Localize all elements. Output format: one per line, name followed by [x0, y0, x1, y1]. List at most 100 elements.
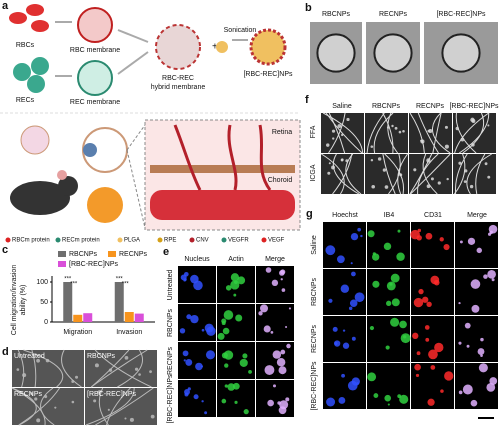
np: [373, 33, 413, 73]
blob: [471, 304, 480, 313]
vessel: [458, 112, 490, 154]
image-tile: [217, 266, 255, 303]
blob: [489, 377, 498, 385]
image-tile: [409, 153, 452, 195]
blob: [458, 301, 461, 305]
vessel: [466, 153, 492, 195]
blob: [286, 343, 291, 349]
legend-label: VEGFR: [228, 238, 249, 244]
blob: [248, 369, 252, 374]
blob: [272, 350, 282, 359]
vessel: [98, 387, 109, 426]
vessel: [95, 387, 154, 426]
blob: [184, 389, 190, 395]
blob: [183, 271, 189, 277]
tile-bg: [85, 350, 157, 387]
blob: [428, 349, 438, 360]
blob: [150, 414, 155, 419]
vessel: [382, 112, 394, 154]
image-tile: [178, 342, 216, 379]
image-tile: [323, 269, 366, 315]
label: [RBC-REC]NPs: [167, 374, 174, 424]
vessel: [382, 153, 396, 195]
blob: [427, 129, 431, 133]
blob: [350, 262, 353, 265]
blob: [434, 279, 440, 286]
tile-bg: [453, 113, 496, 153]
panel-letter: e: [163, 246, 169, 258]
blob: [413, 168, 417, 172]
panel-letter: b: [305, 2, 312, 14]
blob: [422, 296, 429, 303]
blob: [471, 119, 476, 123]
label: Retina: [272, 129, 292, 136]
legend-label: RECNPs: [119, 251, 148, 258]
legend-swatch: [108, 251, 116, 257]
blob: [326, 397, 336, 407]
image-tile: [323, 363, 366, 409]
vessel: [455, 112, 477, 154]
blob: [71, 400, 75, 404]
blob: [340, 158, 344, 162]
blob: [270, 331, 274, 334]
blob: [54, 406, 57, 409]
blob: [233, 293, 237, 297]
blob: [491, 278, 495, 282]
schematic: +: [0, 4, 301, 231]
vessel: [23, 349, 64, 388]
blob: [285, 397, 290, 402]
image-tile: [367, 363, 410, 409]
legend-label: CNV: [196, 238, 209, 244]
blob: [243, 409, 249, 415]
blob: [437, 181, 441, 185]
blob: [351, 271, 356, 277]
label: RECNPs: [416, 103, 445, 110]
blob: [470, 399, 478, 407]
image-tile: [321, 112, 364, 154]
blob: [484, 162, 488, 166]
blob: [36, 418, 41, 423]
blob: [223, 350, 234, 360]
blob: [16, 368, 20, 371]
significance: ***: [122, 282, 130, 288]
blob: [425, 337, 430, 342]
blob: [107, 408, 110, 411]
legend-swatch: [58, 261, 66, 267]
vessel: [397, 153, 408, 195]
image-tile: [410, 222, 454, 268]
blob: [371, 184, 376, 189]
y-tick-label: 100: [36, 279, 48, 286]
vessel: [454, 112, 490, 154]
label: Choroid: [268, 177, 293, 184]
tile-bg: [411, 269, 454, 315]
blob: [280, 269, 286, 275]
blob: [193, 394, 199, 400]
blob: [377, 157, 382, 161]
blob: [182, 350, 189, 357]
blob: [285, 325, 288, 329]
blob: [129, 417, 134, 422]
legend-swatch: [189, 237, 195, 243]
legend-swatch: [58, 251, 66, 257]
blob: [462, 384, 473, 395]
blob: [225, 285, 232, 291]
blob: [75, 375, 79, 379]
blob: [489, 230, 493, 235]
vessel: [366, 112, 385, 154]
x-tick-label: Migration: [63, 329, 92, 336]
legend-label: VEGF: [268, 238, 285, 244]
image-tile: [217, 304, 255, 341]
blob: [372, 280, 380, 288]
vessel: [117, 349, 144, 388]
label: Merge: [265, 256, 285, 263]
label: RBCs: [16, 42, 35, 49]
vessel: [345, 153, 362, 195]
image-tile: [367, 316, 411, 362]
blob: [337, 124, 342, 129]
blob: [469, 184, 474, 189]
blob: [332, 326, 338, 332]
image-tile: [321, 153, 364, 195]
vessel: [410, 153, 451, 195]
y-tick-label: 50: [40, 299, 48, 306]
blob: [340, 284, 350, 293]
